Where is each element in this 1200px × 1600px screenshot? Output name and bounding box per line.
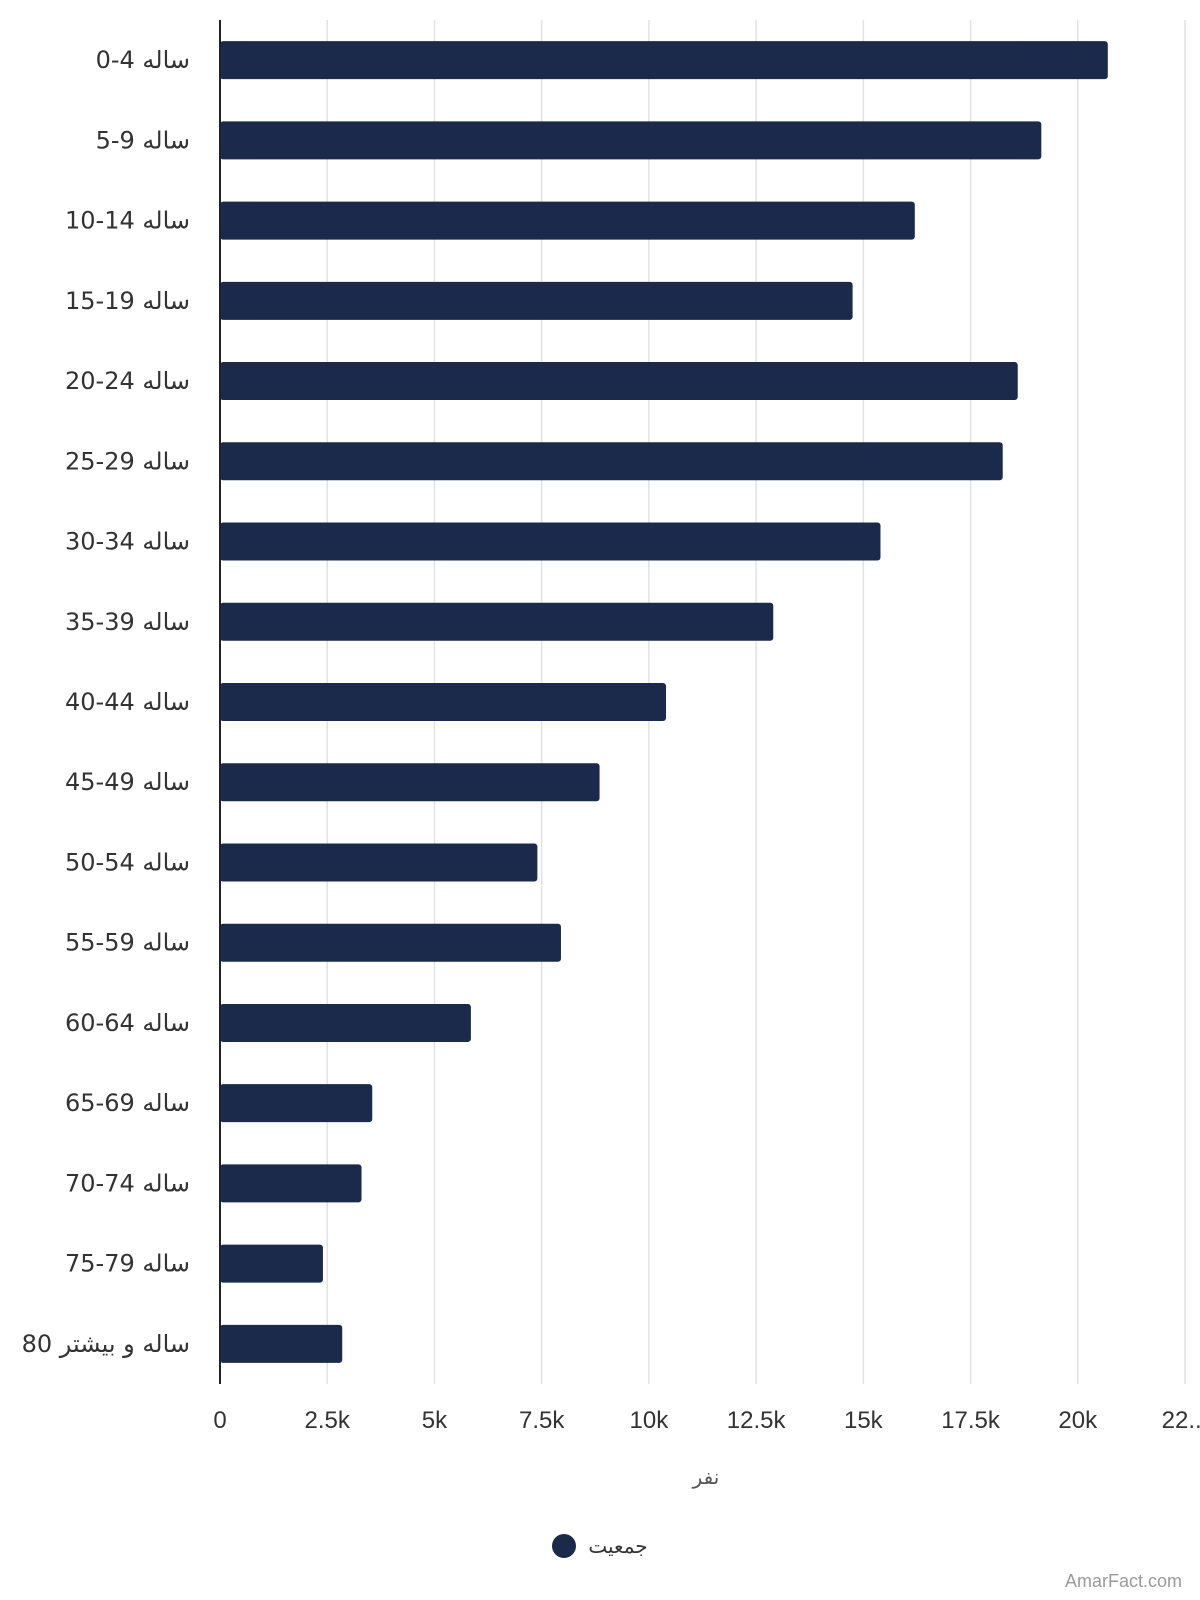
category-labels: 0-4 ساله 5-9 ساله 10-14 ساله 15-19 ساله 20-2… — [22, 46, 190, 1358]
x-tick-labels: 0 2.5k 5k 7.5k 10k 12.5k 15k 17.5k 20k 22... — [213, 1407, 1200, 1434]
legend-item[interactable]: جمعیت — [552, 1534, 648, 1558]
bar[interactable] — [220, 1244, 323, 1283]
bar[interactable] — [220, 442, 1003, 481]
x-tick-label: 0 — [213, 1407, 226, 1434]
category-label: 65-69 ساله — [65, 1089, 190, 1117]
bar[interactable] — [220, 281, 853, 320]
category-label: 50-54 ساله — [65, 848, 190, 876]
category-label: 0-4 ساله — [96, 46, 190, 74]
category-label: 80 ساله و بیشتر — [22, 1330, 190, 1358]
bar[interactable] — [220, 121, 1042, 160]
bars — [220, 41, 1108, 1363]
bar[interactable] — [220, 683, 667, 721]
category-label: 75-79 ساله — [65, 1250, 190, 1278]
legend: جمعیت — [0, 1528, 1200, 1564]
bar[interactable] — [220, 1003, 471, 1042]
category-label: 55-59 ساله — [65, 929, 190, 957]
x-tick-label: 12.5k — [727, 1407, 787, 1434]
category-label: 70-74 ساله — [65, 1169, 190, 1197]
bar[interactable] — [220, 1084, 373, 1123]
bar[interactable] — [220, 923, 561, 962]
bar[interactable] — [220, 362, 1018, 401]
gridlines — [326, 20, 1186, 1384]
bar[interactable] — [220, 602, 774, 641]
x-tick-label: 5k — [422, 1407, 448, 1434]
category-label: 5-9 ساله — [96, 126, 190, 154]
x-tick-label: 22... — [1162, 1407, 1200, 1434]
x-tick-label: 10k — [630, 1407, 670, 1434]
x-tick-label: 7.5k — [519, 1407, 565, 1434]
x-tick-label: 17.5k — [941, 1407, 1001, 1434]
chart-svg: 0-4 ساله 5-9 ساله 10-14 ساله 15-19 ساله 20-2… — [22, 20, 1200, 1489]
bar[interactable] — [220, 763, 600, 802]
category-label: 25-29 ساله — [65, 447, 190, 475]
x-axis-title: نفر — [692, 1465, 720, 1489]
bar[interactable] — [220, 843, 538, 882]
legend-label: جمعیت — [588, 1534, 648, 1558]
bar[interactable] — [220, 41, 1108, 80]
bar[interactable] — [220, 201, 915, 240]
category-label: 35-39 ساله — [65, 608, 190, 636]
category-label: 20-24 ساله — [65, 367, 190, 395]
category-label: 15-19 ساله — [65, 287, 190, 315]
x-tick-label: 2.5k — [305, 1407, 351, 1434]
x-tick-label: 20k — [1058, 1407, 1098, 1434]
category-label: 60-64 ساله — [65, 1009, 190, 1037]
category-label: 45-49 ساله — [65, 768, 190, 796]
legend-swatch — [552, 1534, 577, 1558]
bar[interactable] — [220, 1324, 343, 1363]
category-label: 30-34 ساله — [65, 528, 190, 556]
category-label: 40-44 ساله — [65, 688, 190, 716]
category-label: 10-14 ساله — [65, 207, 190, 235]
watermark: AmarFact.com — [1064, 1571, 1182, 1591]
x-tick-label: 15k — [844, 1407, 884, 1434]
bar[interactable] — [220, 522, 881, 561]
bar[interactable] — [220, 1164, 362, 1203]
